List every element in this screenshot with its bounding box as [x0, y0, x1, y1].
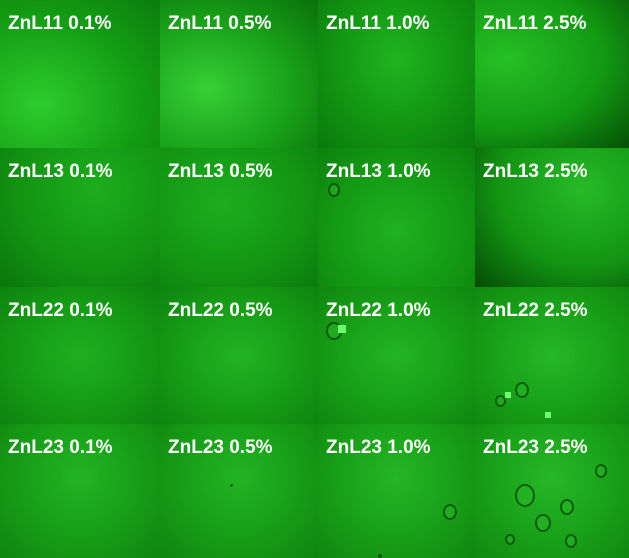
bright-particle: [505, 392, 511, 398]
particle: [505, 534, 515, 546]
particle: [515, 382, 529, 398]
tile-label: ZnL11 2.5%: [483, 13, 587, 34]
particle: [595, 464, 607, 478]
tile-label: ZnL13 0.1%: [8, 161, 113, 182]
particle: [535, 514, 551, 533]
micrograph-tile: ZnL11 0.5%: [160, 0, 318, 148]
particle: [443, 504, 457, 520]
tile-label: ZnL11 0.5%: [168, 13, 272, 34]
micrograph-tile: ZnL13 1.0%: [318, 148, 475, 287]
tile-label: ZnL22 2.5%: [483, 300, 588, 321]
micrograph-tile: ZnL23 0.5%: [160, 424, 318, 558]
micrograph-tile: ZnL23 1.0%: [318, 424, 475, 558]
micrograph-tile: ZnL13 0.5%: [160, 148, 318, 287]
micrograph-tile: ZnL13 2.5%: [475, 148, 629, 287]
bright-particle: [338, 325, 346, 333]
tile-label: ZnL23 2.5%: [483, 437, 588, 458]
tile-label: ZnL23 0.5%: [168, 437, 273, 458]
tile-label: ZnL23 1.0%: [326, 437, 431, 458]
tile-label: ZnL22 0.1%: [8, 300, 113, 321]
particle: [560, 499, 574, 515]
particle: [565, 534, 577, 548]
tile-label: ZnL23 0.1%: [8, 437, 113, 458]
particle: [230, 484, 233, 487]
micrograph-tile: ZnL22 1.0%: [318, 287, 475, 424]
bright-particle: [545, 412, 551, 418]
tile-label: ZnL13 1.0%: [326, 161, 431, 182]
tile-label: ZnL13 0.5%: [168, 161, 273, 182]
particle: [378, 554, 382, 558]
micrograph-tile: ZnL23 0.1%: [0, 424, 160, 558]
particle: [328, 183, 340, 197]
micrograph-tile: ZnL11 0.1%: [0, 0, 160, 148]
particle: [495, 395, 506, 408]
micrograph-tile: ZnL22 0.1%: [0, 287, 160, 424]
micrograph-tile: ZnL11 1.0%: [318, 0, 475, 148]
micrograph-tile: ZnL13 0.1%: [0, 148, 160, 287]
micrograph-tile: ZnL22 2.5%: [475, 287, 629, 424]
tile-label: ZnL22 1.0%: [326, 300, 431, 321]
tile-label: ZnL11 1.0%: [326, 13, 430, 34]
micrograph-tile: ZnL22 0.5%: [160, 287, 318, 424]
micrograph-tile: ZnL23 2.5%: [475, 424, 629, 558]
particle: [515, 484, 535, 508]
tile-label: ZnL11 0.1%: [8, 13, 112, 34]
tile-label: ZnL22 0.5%: [168, 300, 273, 321]
tile-label: ZnL13 2.5%: [483, 161, 588, 182]
micrograph-tile: ZnL11 2.5%: [475, 0, 629, 148]
